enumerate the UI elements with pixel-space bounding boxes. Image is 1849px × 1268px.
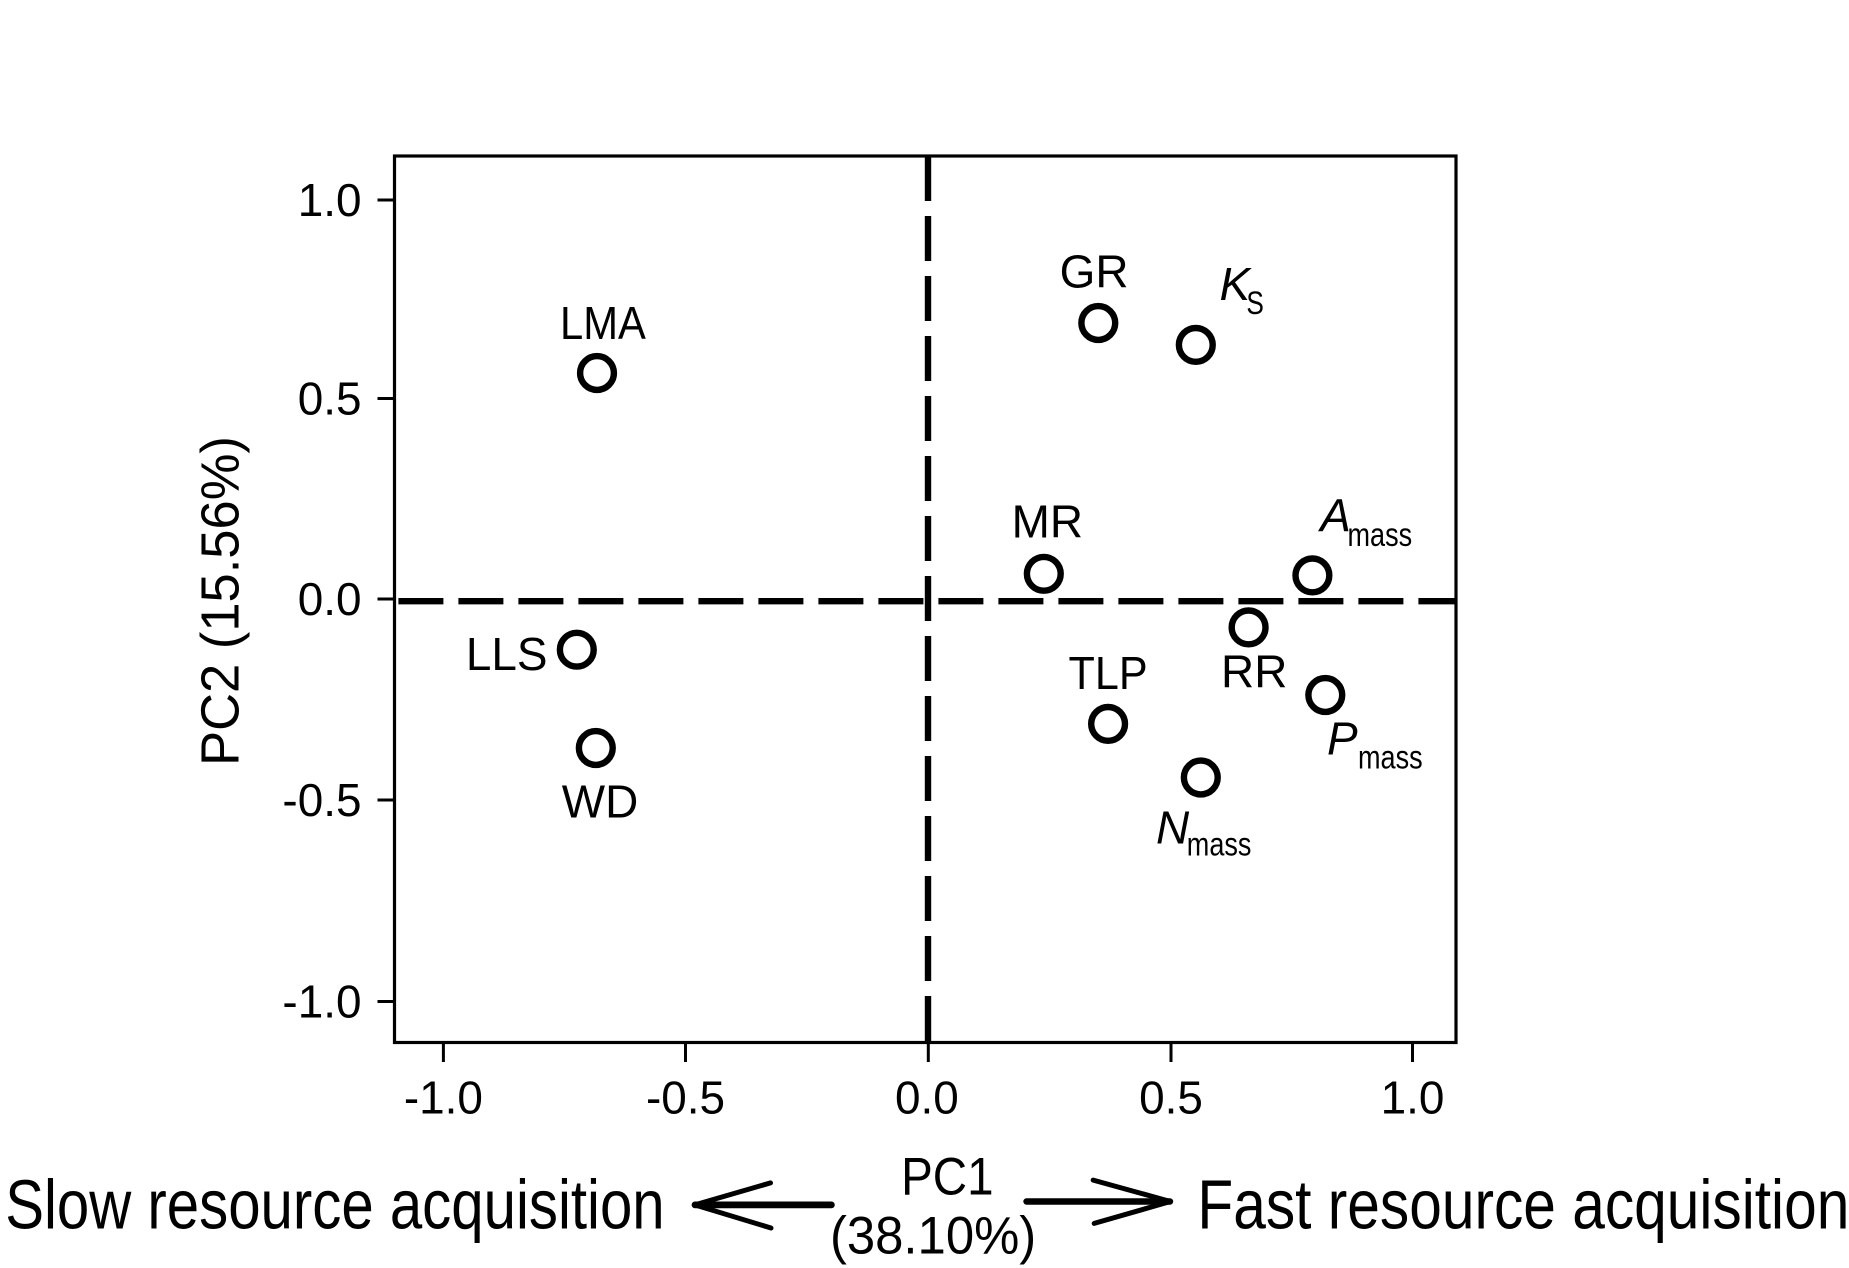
svg-text:K: K bbox=[1220, 258, 1253, 310]
svg-text:Slow resource acquisition: Slow resource acquisition bbox=[5, 1166, 664, 1244]
svg-text:S: S bbox=[1246, 287, 1264, 322]
svg-text:N: N bbox=[1156, 802, 1190, 854]
svg-text:(38.10%): (38.10%) bbox=[830, 1206, 1036, 1265]
svg-text:PC1: PC1 bbox=[901, 1147, 993, 1206]
svg-text:RR: RR bbox=[1221, 646, 1287, 698]
svg-text:0.0: 0.0 bbox=[895, 1072, 959, 1124]
svg-text:A: A bbox=[1317, 489, 1351, 541]
svg-text:P: P bbox=[1327, 713, 1358, 765]
svg-text:Fast resource acquisition: Fast resource acquisition bbox=[1197, 1166, 1849, 1244]
svg-text:1.0: 1.0 bbox=[298, 174, 362, 226]
svg-text:0.5: 0.5 bbox=[1139, 1072, 1203, 1124]
svg-text:0.0: 0.0 bbox=[298, 573, 362, 625]
svg-text:GR: GR bbox=[1060, 246, 1129, 298]
svg-text:1.0: 1.0 bbox=[1381, 1072, 1445, 1124]
svg-text:-1.0: -1.0 bbox=[282, 975, 361, 1027]
svg-text:0.5: 0.5 bbox=[298, 372, 362, 424]
svg-text:mass: mass bbox=[1348, 517, 1413, 553]
svg-text:PC2 (15.56%): PC2 (15.56%) bbox=[191, 436, 251, 766]
svg-text:LMA: LMA bbox=[560, 298, 647, 349]
svg-text:mass: mass bbox=[1358, 740, 1423, 776]
svg-text:-1.0: -1.0 bbox=[404, 1072, 483, 1124]
svg-text:WD: WD bbox=[562, 776, 638, 828]
svg-text:MR: MR bbox=[1012, 495, 1083, 547]
svg-text:mass: mass bbox=[1187, 827, 1252, 863]
svg-text:TLP: TLP bbox=[1069, 649, 1148, 699]
svg-text:-0.5: -0.5 bbox=[282, 774, 361, 826]
svg-text:LLS: LLS bbox=[466, 628, 548, 680]
svg-text:-0.5: -0.5 bbox=[646, 1072, 725, 1124]
